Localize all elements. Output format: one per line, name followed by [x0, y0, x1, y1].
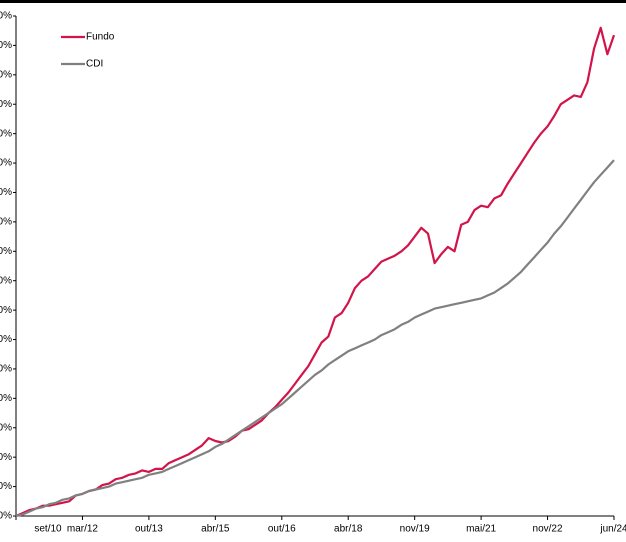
y-tick-label: 240%	[0, 158, 12, 169]
x-tick-label: nov/22	[533, 524, 563, 535]
y-tick-label: 80%	[0, 393, 12, 404]
y-tick-label: 0%	[0, 511, 12, 522]
legend-label: Fundo	[86, 32, 115, 43]
y-tick-label: 60%	[0, 422, 12, 433]
y-tick-label: 100%	[0, 364, 12, 375]
y-tick-label: 20%	[0, 481, 12, 492]
x-tick-label: out/13	[135, 524, 163, 535]
y-tick-label: 160%	[0, 275, 12, 286]
series-line	[15, 159, 615, 518]
x-tick-label: nov/19	[400, 524, 430, 535]
y-tick-label: 280%	[0, 99, 12, 110]
y-tick-label: 340%	[0, 11, 12, 22]
series-line	[15, 26, 616, 518]
y-tick-label: 180%	[0, 246, 12, 257]
y-tick-label: 200%	[0, 217, 12, 228]
x-tick-label: out/16	[268, 524, 296, 535]
x-tick-label: mai/21	[466, 524, 496, 535]
y-tick-label: 300%	[0, 69, 12, 80]
y-tick-label: 260%	[0, 128, 12, 139]
x-tick-label: jun/24	[599, 524, 626, 535]
x-tick-label: set/10	[34, 524, 62, 535]
y-tick-label: 120%	[0, 334, 12, 345]
y-tick-label: 40%	[0, 452, 12, 463]
y-tick-label: 320%	[0, 40, 12, 51]
x-tick-label: abr/15	[201, 524, 230, 535]
legend-label: CDI	[86, 59, 103, 70]
y-tick-label: 140%	[0, 305, 12, 316]
x-tick-label: mar/12	[67, 524, 99, 535]
y-tick-label: 220%	[0, 187, 12, 198]
x-tick-label: abr/18	[334, 524, 363, 535]
top-border	[0, 0, 626, 3]
